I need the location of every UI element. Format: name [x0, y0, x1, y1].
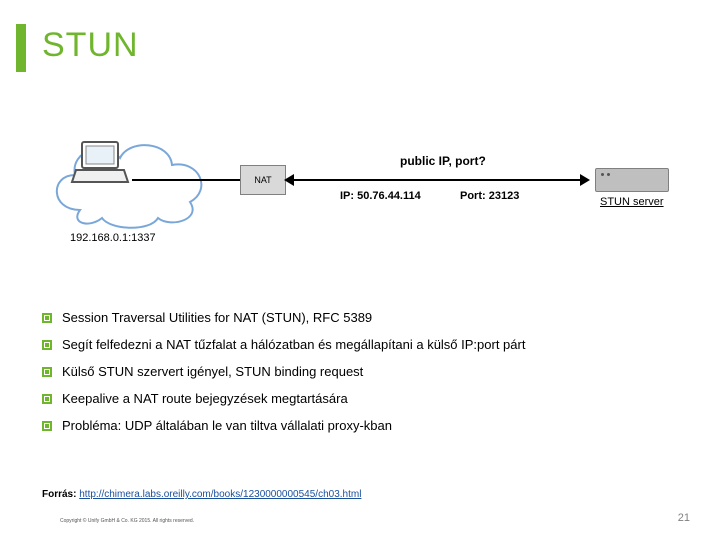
server-label: STUN server — [600, 196, 664, 208]
query-label: public IP, port? — [400, 154, 486, 168]
source-label: Forrás: — [42, 489, 76, 500]
list-item: Probléma: UDP általában le van tiltva vá… — [42, 418, 682, 433]
bullet-text: Probléma: UDP általában le van tiltva vá… — [62, 418, 392, 433]
bullet-list: Session Traversal Utilities for NAT (STU… — [42, 310, 682, 445]
bullet-icon — [42, 421, 52, 431]
nat-box: NAT — [240, 165, 286, 195]
slide-title: STUN — [42, 26, 139, 65]
laptop-icon — [70, 140, 130, 185]
cloud-icon — [40, 120, 220, 230]
list-item: Segít felfedezni a NAT tűzfalat a hálóza… — [42, 337, 682, 352]
response-ip-label: IP: 50.76.44.114 — [340, 190, 421, 202]
stun-diagram: 192.168.0.1:1337 NAT public IP, port? IP… — [40, 110, 680, 260]
copyright-text: Copyright © Unify GmbH & Co. KG 2015. Al… — [60, 518, 194, 524]
server-icon — [595, 168, 669, 192]
list-item: Külső STUN szervert igényel, STUN bindin… — [42, 364, 682, 379]
client-ip-label: 192.168.0.1:1337 — [70, 232, 156, 244]
page-number: 21 — [678, 512, 690, 524]
bullet-icon — [42, 394, 52, 404]
bullet-icon — [42, 340, 52, 350]
response-port-label: Port: 23123 — [460, 190, 519, 202]
bullet-icon — [42, 367, 52, 377]
list-item: Session Traversal Utilities for NAT (STU… — [42, 310, 682, 325]
bullet-text: Keepalive a NAT route bejegyzések megtar… — [62, 391, 348, 406]
bullet-icon — [42, 313, 52, 323]
source-link[interactable]: http://chimera.labs.oreilly.com/books/12… — [79, 489, 361, 500]
list-item: Keepalive a NAT route bejegyzések megtar… — [42, 391, 682, 406]
source-line: Forrás: http://chimera.labs.oreilly.com/… — [42, 489, 361, 500]
bullet-text: Segít felfedezni a NAT tűzfalat a hálóza… — [62, 337, 525, 352]
line-client-nat — [132, 179, 240, 181]
arrow-right-icon — [580, 174, 590, 186]
accent-bar — [16, 24, 26, 72]
line-nat-server — [286, 179, 586, 181]
bullet-text: Session Traversal Utilities for NAT (STU… — [62, 310, 372, 325]
bullet-text: Külső STUN szervert igényel, STUN bindin… — [62, 364, 363, 379]
